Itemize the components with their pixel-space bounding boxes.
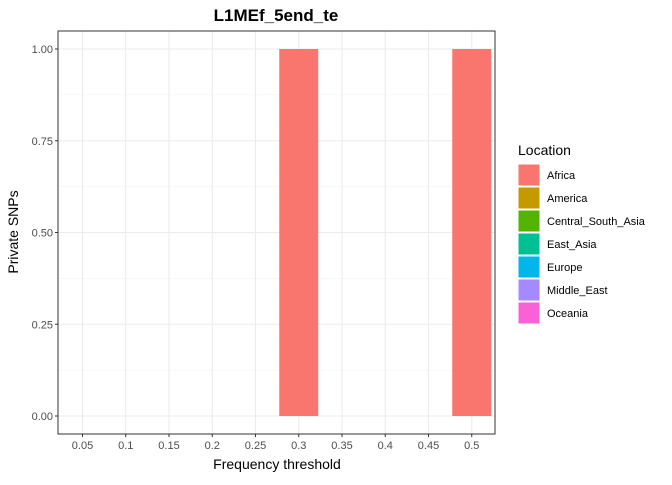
y-tick-label: 0.75 [32,136,53,148]
y-tick-label: 0.25 [32,319,53,331]
legend-key [517,186,541,210]
legend-key [517,278,541,302]
legend-entry-label: Central_South_Asia [547,216,646,228]
bar-africa-0.3 [279,49,319,416]
legend-entry-label: East_Asia [547,239,597,251]
legend-key [517,209,541,233]
x-tick-label: 0.35 [331,440,352,452]
legend-entry-label: Oceania [547,308,589,320]
y-tick-label: 0.50 [32,228,53,240]
x-tick-label: 0.25 [245,440,266,452]
legend-entry-label: Europe [547,262,582,274]
legend-key [517,301,541,325]
legend-title: Location [518,142,571,158]
legend-entry-label: Africa [547,170,576,182]
x-tick-label: 0.4 [378,440,393,452]
legend-key [517,255,541,279]
legend-entry-label: Middle_East [547,285,608,297]
x-tick-label: 0.2 [205,440,220,452]
legend-key [517,232,541,256]
x-tick-label: 0.1 [118,440,133,452]
y-tick-label: 1.00 [32,44,53,56]
chart-title: L1MEf_5end_te [214,6,339,25]
legend: Location Africa America Central_South_Asia… [517,142,646,325]
legend-key [517,163,541,187]
bar-africa-0.5 [452,49,492,416]
x-axis-label: Frequency threshold [213,456,341,472]
y-axis-label: Private SNPs [5,190,21,273]
x-tick-label: 0.5 [464,440,479,452]
y-axis: 0.00 0.25 0.50 0.75 1.00 [32,44,58,423]
x-tick-label: 0.45 [418,440,439,452]
legend-entry-label: America [547,193,588,205]
x-tick-label: 0.15 [158,440,179,452]
y-tick-label: 0.00 [32,411,53,423]
bars [279,49,492,416]
x-tick-label: 0.05 [72,440,93,452]
x-tick-label: 0.3 [291,440,306,452]
x-axis: 0.05 0.1 0.15 0.2 0.25 0.3 0.35 0.4 0.45 0.5 [72,434,479,452]
